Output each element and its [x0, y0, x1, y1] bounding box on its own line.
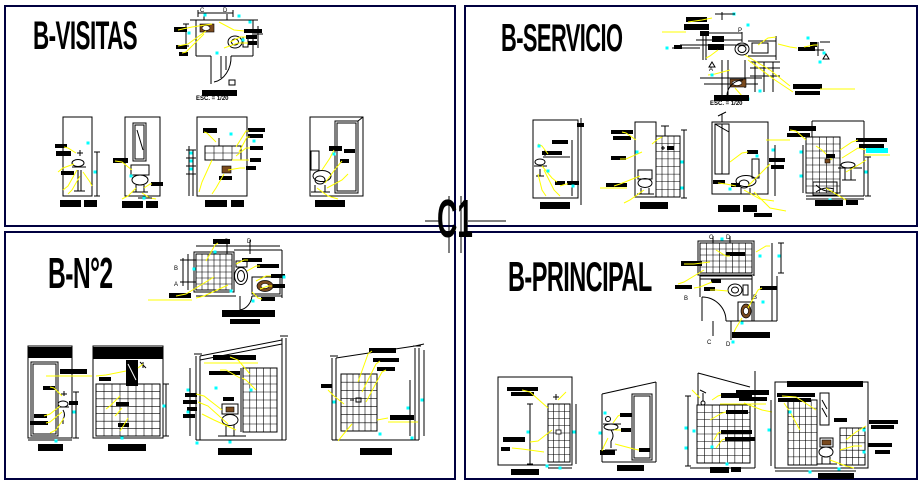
plan-marker-letter: B [753, 295, 757, 301]
plan-marker-letter: C [200, 8, 205, 14]
servicio-elev-2 [600, 121, 687, 209]
plan-marker-letter: A [709, 67, 713, 73]
plan-marker-letter: B [174, 266, 178, 272]
center-cross [425, 196, 506, 253]
plan-marker-letter: B [684, 296, 688, 302]
principal-plan: C D C D B B [675, 235, 784, 348]
n2-plan: BACD [148, 239, 286, 324]
visitas-elev-2 [113, 116, 163, 208]
servicio-elev-1 [532, 118, 584, 209]
servicio-detail [803, 41, 830, 56]
plan-marker-letter: D [726, 342, 731, 348]
plan-marker-letter: D [223, 8, 228, 14]
servicio-elev-3 [711, 111, 787, 217]
plan-marker-letter: D [247, 239, 252, 245]
plan-marker-letter: D [726, 235, 731, 241]
principal-elev-2 [598, 381, 657, 471]
servicio-elev-4 [766, 120, 890, 206]
plan-marker-letter: C [709, 235, 714, 241]
visitas-elev-3 [186, 116, 265, 207]
n2-elev-3 [183, 335, 288, 455]
plan-marker-letter: C [707, 340, 712, 346]
panel-b-principal [464, 231, 918, 480]
n2-elev-2 [46, 345, 169, 451]
n2-elev-4 [321, 343, 425, 455]
servicio-plan: PA [662, 12, 855, 101]
n2-elev-1 [27, 345, 79, 451]
principal-elev-4 [720, 381, 898, 479]
visitas-elev-1 [55, 116, 100, 207]
principal-elev-3 [684, 371, 756, 473]
plan-marker-letter: A [174, 282, 178, 288]
principal-elev-1 [497, 376, 577, 475]
visitas-elev-4 [309, 116, 364, 207]
plan-marker-letter: P [738, 28, 742, 34]
panel-b-servicio [464, 5, 918, 227]
